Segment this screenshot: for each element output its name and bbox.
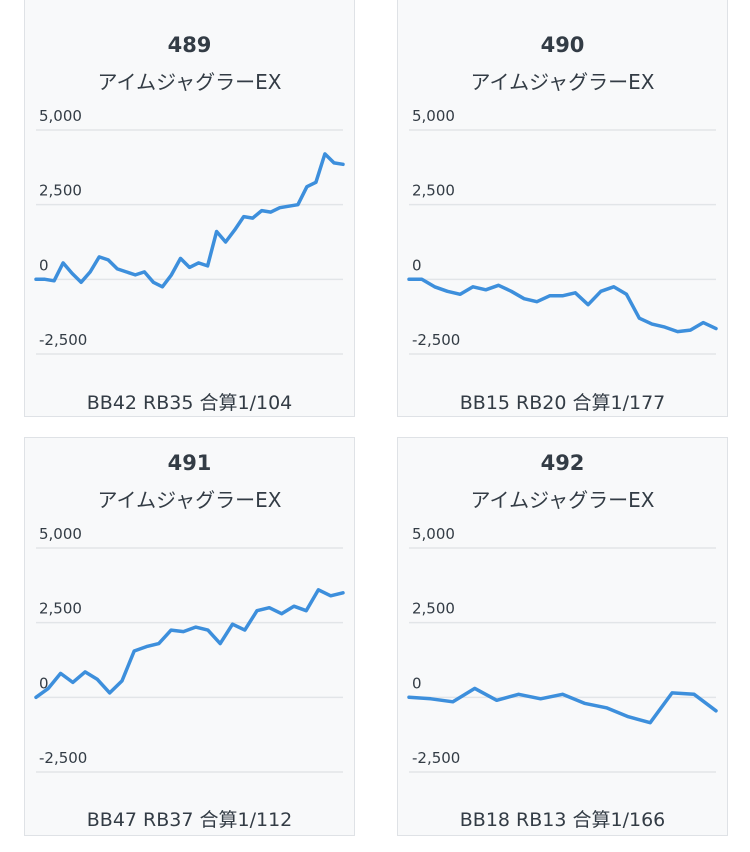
machine-name: アイムジャグラーEX xyxy=(97,70,282,94)
slot-card-490: 490 アイムジャグラーEX 5,000 2,500 0 -2,500 BB15 RB… xyxy=(397,0,728,417)
line-chart: 5,000 2,500 0 -2,500 xyxy=(407,107,718,355)
y-tick-label: 5,000 xyxy=(39,525,82,543)
y-tick-label: 5,000 xyxy=(39,107,82,125)
bonus-summary: BB18 RB13 合算1/166 xyxy=(459,809,666,831)
machine-number: 492 xyxy=(540,451,585,475)
series-line xyxy=(34,152,345,289)
bonus-summary: BB47 RB37 合算1/112 xyxy=(86,809,293,831)
y-tick-label: 0 xyxy=(39,256,49,274)
slot-card-489: 489 アイムジャグラーEX 5,000 2,500 0 -2,500 BB42 RB… xyxy=(24,0,355,417)
line-chart: 5,000 2,500 0 -2,500 xyxy=(34,525,345,773)
y-tick-label: 0 xyxy=(412,674,422,692)
machine-name: アイムジャグラーEX xyxy=(97,488,282,512)
line-chart: 5,000 2,500 0 -2,500 xyxy=(34,107,345,355)
y-tick-label: -2,500 xyxy=(39,749,87,767)
series-line xyxy=(407,277,718,334)
machine-number: 491 xyxy=(167,451,212,475)
y-tick-label: 0 xyxy=(39,674,49,692)
y-tick-label: -2,500 xyxy=(412,749,460,767)
bonus-summary: BB42 RB35 合算1/104 xyxy=(86,392,293,414)
y-tick-label: -2,500 xyxy=(412,331,460,349)
machine-name: アイムジャグラーEX xyxy=(470,488,655,512)
y-tick-label: 2,500 xyxy=(39,182,82,200)
y-tick-label: -2,500 xyxy=(39,331,87,349)
y-tick-label: 0 xyxy=(412,256,422,274)
y-tick-label: 5,000 xyxy=(412,107,455,125)
series-line xyxy=(34,588,345,700)
slot-card-491: 491 アイムジャグラーEX 5,000 2,500 0 -2,500 BB47 RB… xyxy=(24,437,355,836)
slot-card-492: 492 アイムジャグラーEX 5,000 2,500 0 -2,500 BB18 RB… xyxy=(397,437,728,836)
series-line xyxy=(407,686,718,725)
y-tick-label: 2,500 xyxy=(39,600,82,618)
bonus-summary: BB15 RB20 合算1/177 xyxy=(459,392,666,414)
y-tick-label: 2,500 xyxy=(412,600,455,618)
line-chart: 5,000 2,500 0 -2,500 xyxy=(407,525,718,773)
machine-name: アイムジャグラーEX xyxy=(470,70,655,94)
y-tick-label: 5,000 xyxy=(412,525,455,543)
y-tick-label: 2,500 xyxy=(412,182,455,200)
machine-number: 489 xyxy=(167,33,212,57)
machine-number: 490 xyxy=(540,33,585,57)
